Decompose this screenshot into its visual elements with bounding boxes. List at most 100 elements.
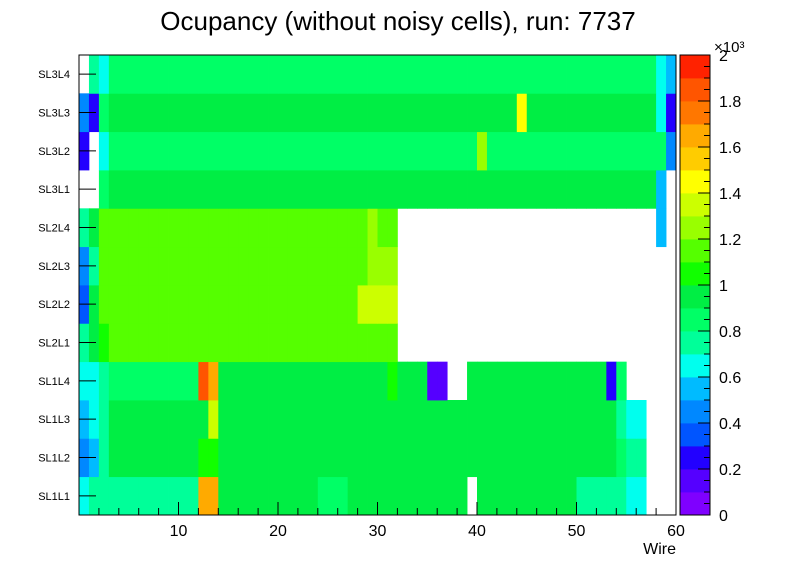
heatmap-cell bbox=[138, 55, 150, 94]
heatmap-cell bbox=[307, 93, 319, 133]
heatmap-cell bbox=[268, 170, 279, 209]
heatmap-cell bbox=[367, 323, 378, 363]
heatmap-cell bbox=[178, 55, 189, 94]
heatmap-cell bbox=[188, 361, 199, 401]
heatmap-cell bbox=[148, 208, 159, 248]
heatmap-cell bbox=[437, 93, 448, 133]
heatmap-cell bbox=[218, 246, 229, 286]
heatmap-cell bbox=[546, 438, 557, 478]
heatmap-cell bbox=[128, 400, 140, 439]
heatmap-cell bbox=[357, 476, 368, 516]
heatmap-cell bbox=[506, 55, 518, 94]
heatmap-cell bbox=[357, 131, 368, 171]
heatmap-cell bbox=[98, 400, 110, 439]
heatmap-cell bbox=[367, 208, 378, 248]
x-tick-label: 30 bbox=[369, 523, 387, 540]
heatmap-cell bbox=[307, 246, 319, 286]
heatmap-cell bbox=[327, 170, 339, 209]
heatmap-cell bbox=[596, 400, 607, 439]
heatmap-cell bbox=[317, 208, 329, 248]
heatmap-cell bbox=[128, 131, 140, 171]
colorbar-tick-label: 2 bbox=[719, 48, 728, 65]
heatmap-cell bbox=[327, 438, 339, 478]
heatmap-cell bbox=[566, 170, 577, 209]
heatmap-cell bbox=[248, 246, 259, 286]
heatmap-cell bbox=[297, 246, 309, 286]
heatmap-cell bbox=[377, 93, 388, 133]
heatmap-cell bbox=[297, 55, 309, 94]
heatmap-cell bbox=[248, 361, 259, 401]
heatmap-cell bbox=[307, 208, 319, 248]
heatmap-cell bbox=[248, 400, 259, 439]
heatmap-cell bbox=[208, 170, 219, 209]
heatmap-cell bbox=[516, 131, 528, 171]
heatmap-cell bbox=[98, 323, 110, 363]
heatmap-cell bbox=[178, 285, 189, 324]
heatmap-cell bbox=[516, 170, 528, 209]
heatmap-cell bbox=[596, 438, 607, 478]
heatmap-cell bbox=[118, 476, 130, 516]
heatmap-cell bbox=[437, 438, 448, 478]
heatmap-cell bbox=[108, 361, 120, 401]
heatmap-cell bbox=[317, 55, 329, 94]
heatmap-cell bbox=[218, 400, 229, 439]
heatmap-cell bbox=[377, 361, 388, 401]
heatmap-cell bbox=[198, 246, 209, 286]
heatmap-cell bbox=[447, 93, 458, 133]
heatmap-cell bbox=[158, 438, 169, 478]
heatmap-cell bbox=[636, 170, 647, 209]
heatmap-cell bbox=[248, 323, 259, 363]
x-axis: 10 20 30 40 50 60 bbox=[98, 502, 685, 540]
heatmap-cell bbox=[566, 438, 577, 478]
heatmap-cell bbox=[98, 246, 110, 286]
colorbar-segment bbox=[680, 331, 710, 355]
heatmap-cell bbox=[506, 400, 518, 439]
heatmap-cell bbox=[118, 438, 130, 478]
heatmap-cell bbox=[98, 438, 110, 478]
heatmap-cell bbox=[258, 170, 269, 209]
heatmap-cell bbox=[188, 246, 199, 286]
heatmap-cell bbox=[516, 438, 528, 478]
heatmap-cell bbox=[506, 476, 518, 516]
heatmap-cell bbox=[287, 285, 299, 324]
heatmap-cell bbox=[596, 170, 607, 209]
heatmap-cell bbox=[437, 170, 448, 209]
heatmap-cell bbox=[377, 400, 388, 439]
heatmap-cell bbox=[506, 438, 518, 478]
heatmap-cell bbox=[367, 246, 378, 286]
heatmap-cell bbox=[118, 323, 130, 363]
heatmap-cell bbox=[467, 55, 478, 94]
heatmap-cell bbox=[228, 476, 239, 516]
heatmap-cell bbox=[407, 476, 418, 516]
heatmap-cell bbox=[477, 131, 488, 171]
heatmap-cell bbox=[218, 285, 229, 324]
heatmap-cell bbox=[327, 93, 339, 133]
heatmap-cell bbox=[228, 323, 239, 363]
heatmap-cell bbox=[576, 400, 587, 439]
heatmap-cell bbox=[158, 208, 169, 248]
heatmap-cell bbox=[437, 400, 448, 439]
heatmap-cell bbox=[556, 93, 567, 133]
heatmap-cell bbox=[307, 438, 319, 478]
heatmap-cell bbox=[526, 438, 538, 478]
heatmap-cell bbox=[387, 55, 398, 94]
heatmap-cell bbox=[317, 170, 329, 209]
colorbar-segment bbox=[680, 423, 710, 447]
heatmap-cell bbox=[596, 55, 607, 94]
heatmap-cell bbox=[98, 131, 110, 171]
color-scale-legend: 0 0.2 0.4 0.6 0.8 1 1.2 1.4 1.6 1.8 2 bbox=[679, 48, 741, 525]
heatmap-cell bbox=[287, 246, 299, 286]
heatmap-cell bbox=[98, 285, 110, 324]
heatmap-cell bbox=[188, 170, 199, 209]
heatmap-cell bbox=[337, 93, 349, 133]
heatmap-cell bbox=[317, 131, 329, 171]
heatmap-cell bbox=[228, 170, 239, 209]
heatmap-cell bbox=[536, 131, 548, 171]
heatmap-cell bbox=[427, 131, 438, 171]
heatmap-cell bbox=[128, 93, 140, 133]
heatmap-cell bbox=[407, 93, 418, 133]
heatmap-cell bbox=[457, 438, 468, 478]
heatmap-cell bbox=[556, 170, 567, 209]
heatmap-cell bbox=[138, 400, 150, 439]
